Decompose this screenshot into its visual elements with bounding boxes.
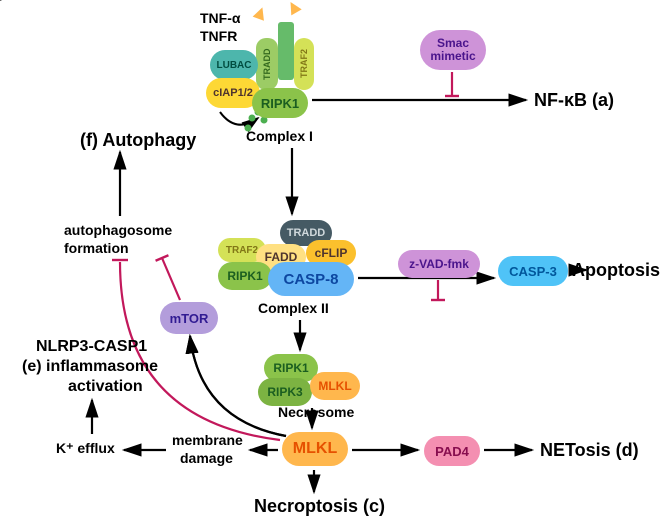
label-membrane2-lbl: damage	[180, 450, 233, 466]
node-traf2a: TRAF2	[294, 38, 314, 90]
label-complex1-lbl: Complex I	[246, 128, 313, 144]
label-outcome-e1: NLRP3-CASP1	[36, 338, 147, 356]
node-tradd1: TRADD	[256, 38, 278, 90]
label-autophag1-lbl: autophagosome	[64, 222, 172, 238]
label-outcome-b: Apoptosis (b)	[572, 260, 664, 281]
node-mlkl_s: MLKL	[310, 372, 360, 400]
node-zvad: z-VAD-fmk	[398, 250, 480, 278]
label-tnfr-lbl: TNFR	[200, 28, 237, 44]
node-ripk3: RIPK3	[258, 378, 312, 406]
label-tnfa-lbl: TNF-α	[200, 10, 240, 26]
label-outcome-c: Necroptosis (c)	[254, 496, 385, 517]
node-ripk1a: RIPK1	[252, 88, 308, 118]
label-outcome-d: NETosis (d)	[540, 440, 639, 461]
node-pad4: PAD4	[424, 436, 480, 466]
node-ripk1b: RIPK1	[218, 262, 272, 290]
node-casp3: CASP-3	[498, 256, 568, 286]
node-tnfr-rect	[278, 22, 294, 80]
label-outcome-f: (f) Autophagy	[80, 130, 196, 151]
label-necrosome-lbl: Necrosome	[278, 404, 354, 420]
label-outcome-a: NF-κB (a)	[534, 90, 614, 111]
label-outcome-e3: activation	[68, 378, 143, 396]
label-autophag2-lbl: formation	[64, 240, 129, 256]
node-lubac: LUBAC	[210, 50, 258, 80]
label-kefflux-lbl: K⁺ efflux	[56, 440, 115, 457]
label-membrane1-lbl: membrane	[172, 432, 243, 448]
node-casp8: CASP-8	[268, 262, 354, 296]
label-complex2-lbl: Complex II	[258, 300, 329, 316]
node-mlkl_big: MLKL	[282, 432, 348, 466]
label-outcome-e2: (e) inflammasome	[22, 358, 158, 376]
node-mtor: mTOR	[160, 302, 218, 334]
node-smac: Smacmimetic	[420, 30, 486, 70]
